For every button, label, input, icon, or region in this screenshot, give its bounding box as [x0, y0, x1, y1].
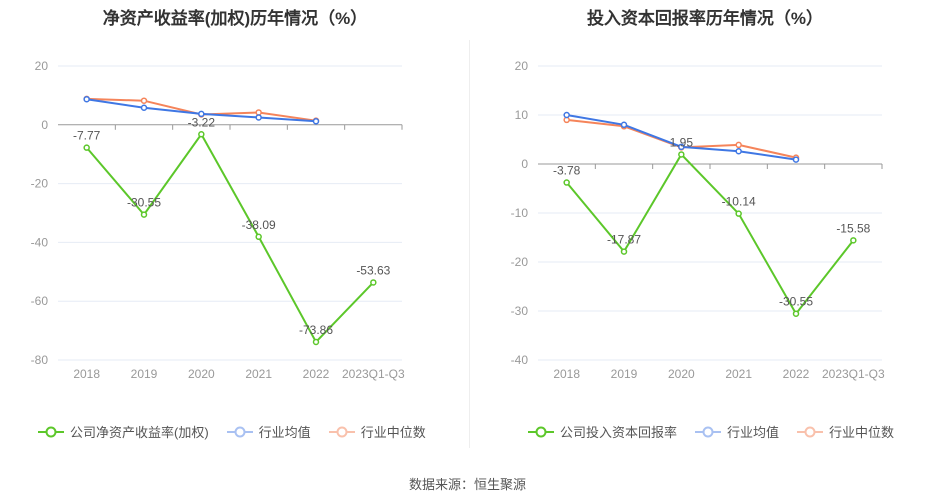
series-line — [85, 132, 375, 344]
chart-title-roe: 净资产收益率(加权)历年情况（%） — [102, 9, 368, 28]
legend-item-avg[interactable]: 行业均值 — [226, 422, 311, 441]
chart-title-roic: 投入资本回报率历年情况（%） — [586, 9, 824, 28]
x-tick-label: 2020 — [188, 367, 215, 381]
data-label: 1.95 — [670, 135, 694, 149]
data-point — [735, 148, 742, 155]
data-point — [620, 248, 628, 255]
y-tick-label: 20 — [515, 59, 529, 73]
data-point — [563, 111, 570, 119]
data-label: -3.78 — [553, 164, 581, 178]
legend-roe: 公司净资产收益率(加权) 行业均值 行业中位数 — [38, 422, 426, 441]
y-tick-label: -10 — [511, 206, 529, 220]
data-point — [198, 131, 205, 138]
data-point — [140, 211, 148, 218]
x-tick-label: 2019 — [611, 367, 638, 381]
y-tick-label: -40 — [511, 353, 529, 367]
data-label: -3.22 — [188, 115, 216, 129]
data-point — [312, 118, 320, 125]
data-point — [792, 310, 800, 317]
data-point — [678, 151, 685, 158]
y-tick-label: 0 — [521, 157, 528, 171]
data-point — [735, 210, 742, 217]
legend-roic: 公司投入资本回报率 行业均值 行业中位数 — [528, 422, 894, 441]
source-note: 数据来源：恒生聚源 — [408, 477, 526, 492]
data-point — [83, 144, 90, 151]
x-tick-label: 2021 — [725, 367, 752, 381]
data-point — [140, 97, 148, 104]
data-point — [735, 141, 742, 149]
y-tick-label: 0 — [41, 118, 48, 132]
data-point — [140, 104, 148, 111]
legend-item-median[interactable]: 行业中位数 — [797, 422, 894, 441]
legend-label: 行业中位数 — [360, 425, 426, 440]
y-tick-label: -30 — [511, 304, 529, 318]
legend-label: 行业均值 — [258, 425, 311, 440]
data-label: -7.77 — [73, 129, 101, 143]
data-point — [370, 279, 377, 286]
data-point — [255, 114, 262, 121]
legend-label: 公司净资产收益率(加权) — [70, 425, 209, 440]
legend-item-company[interactable]: 公司净资产收益率(加权) — [38, 422, 209, 441]
legend-item-company[interactable]: 公司投入资本回报率 — [528, 422, 677, 441]
data-label: -17.87 — [607, 233, 641, 247]
x-tick-label: 2023Q1-Q3 — [342, 367, 405, 381]
legend-label: 公司投入资本回报率 — [560, 425, 678, 440]
x-tick-label: 2019 — [131, 367, 158, 381]
data-label: -30.55 — [127, 196, 161, 210]
data-point — [850, 237, 857, 244]
data-point — [198, 110, 205, 118]
y-tick-label: -60 — [31, 294, 49, 308]
data-label: -15.58 — [836, 221, 870, 235]
data-label: -53.63 — [356, 263, 390, 277]
data-point — [792, 156, 800, 163]
divider — [469, 40, 470, 448]
data-point — [312, 338, 320, 346]
data-label: -73.86 — [299, 323, 333, 337]
data-point — [563, 179, 570, 186]
x-tick-label: 2021 — [245, 367, 272, 381]
data-point — [83, 95, 90, 103]
legend-label: 行业均值 — [727, 425, 780, 440]
x-tick-label: 2023Q1-Q3 — [822, 367, 885, 381]
legend-item-avg[interactable]: 行业均值 — [695, 422, 779, 441]
x-tick-label: 2018 — [73, 367, 100, 381]
y-tick-label: -20 — [511, 255, 529, 269]
y-tick-label: 10 — [515, 108, 529, 122]
y-tick-label: -20 — [31, 177, 49, 191]
data-label: -10.14 — [722, 195, 756, 209]
series-line — [565, 152, 855, 316]
data-point — [678, 143, 685, 151]
data-point — [255, 233, 262, 241]
x-tick-label: 2022 — [303, 367, 330, 381]
legend-item-median[interactable]: 行业中位数 — [328, 422, 426, 441]
x-tick-label: 2018 — [553, 367, 580, 381]
y-tick-label: 20 — [35, 59, 49, 73]
x-tick-label: 2022 — [783, 367, 810, 381]
y-tick-label: -40 — [31, 235, 49, 249]
data-label: -38.09 — [242, 218, 276, 232]
x-tick-label: 2020 — [668, 367, 695, 381]
y-tick-label: -80 — [31, 353, 49, 367]
legend-label: 行业中位数 — [829, 425, 895, 440]
data-point — [620, 121, 628, 129]
data-label: -30.55 — [779, 295, 813, 309]
